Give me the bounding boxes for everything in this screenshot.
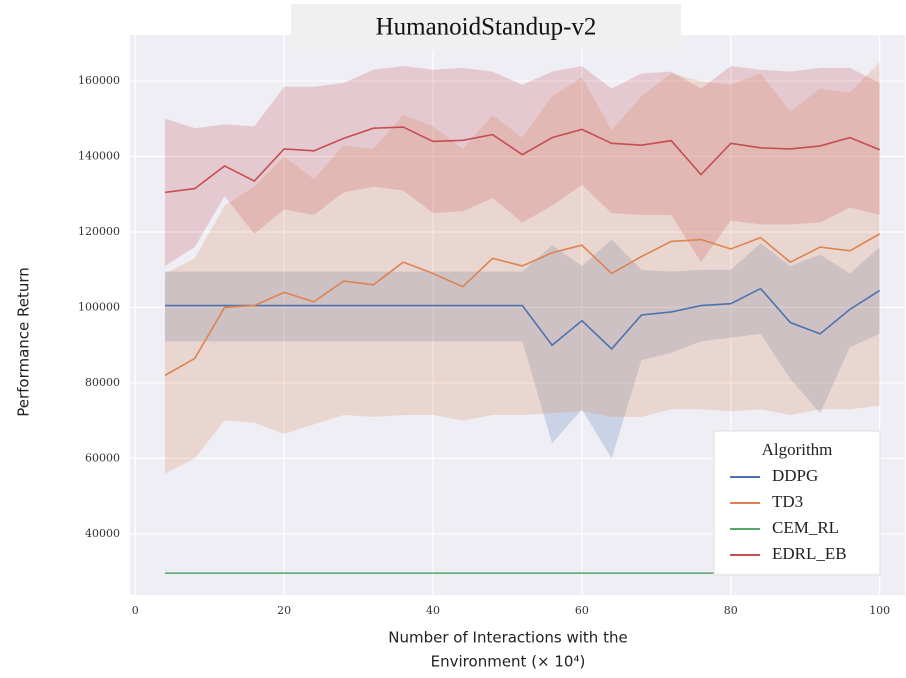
y-axis-label: Performance Return xyxy=(15,267,33,417)
line xyxy=(164,233,881,377)
x-tick-label: 100 xyxy=(869,604,890,617)
x-axis-label: Number of Interactions with the xyxy=(388,629,627,647)
y-tick-label: 100000 xyxy=(78,300,120,313)
legend-label: CEM_RL xyxy=(772,518,839,537)
y-tick-label: 80000 xyxy=(85,376,120,389)
legend-label: TD3 xyxy=(772,492,803,511)
x-axis-label: Environment (× 10⁴) xyxy=(431,653,586,671)
x-tick-label: 0 xyxy=(132,604,139,617)
y-tick-label: 140000 xyxy=(78,150,120,163)
legend-title: Algorithm xyxy=(762,440,833,459)
y-tick-label: 40000 xyxy=(85,527,120,540)
y-tick-label: 60000 xyxy=(85,451,120,464)
chart-title: HumanoidStandup-v2 xyxy=(376,14,597,41)
y-tick-label: 120000 xyxy=(78,225,120,238)
confidence-band xyxy=(164,62,880,474)
line xyxy=(164,287,881,351)
line xyxy=(164,126,880,194)
x-tick-label: 60 xyxy=(575,604,589,617)
confidence-band xyxy=(164,239,880,459)
x-tick-label: 40 xyxy=(426,604,440,617)
x-tick-label: 20 xyxy=(277,604,291,617)
legend-label: EDRL_EB xyxy=(772,544,847,563)
y-tick-label: 160000 xyxy=(78,74,120,87)
title-box xyxy=(291,4,681,50)
legend-label: DDPG xyxy=(772,466,818,485)
confidence-band xyxy=(164,65,880,266)
x-tick-label: 80 xyxy=(724,604,738,617)
